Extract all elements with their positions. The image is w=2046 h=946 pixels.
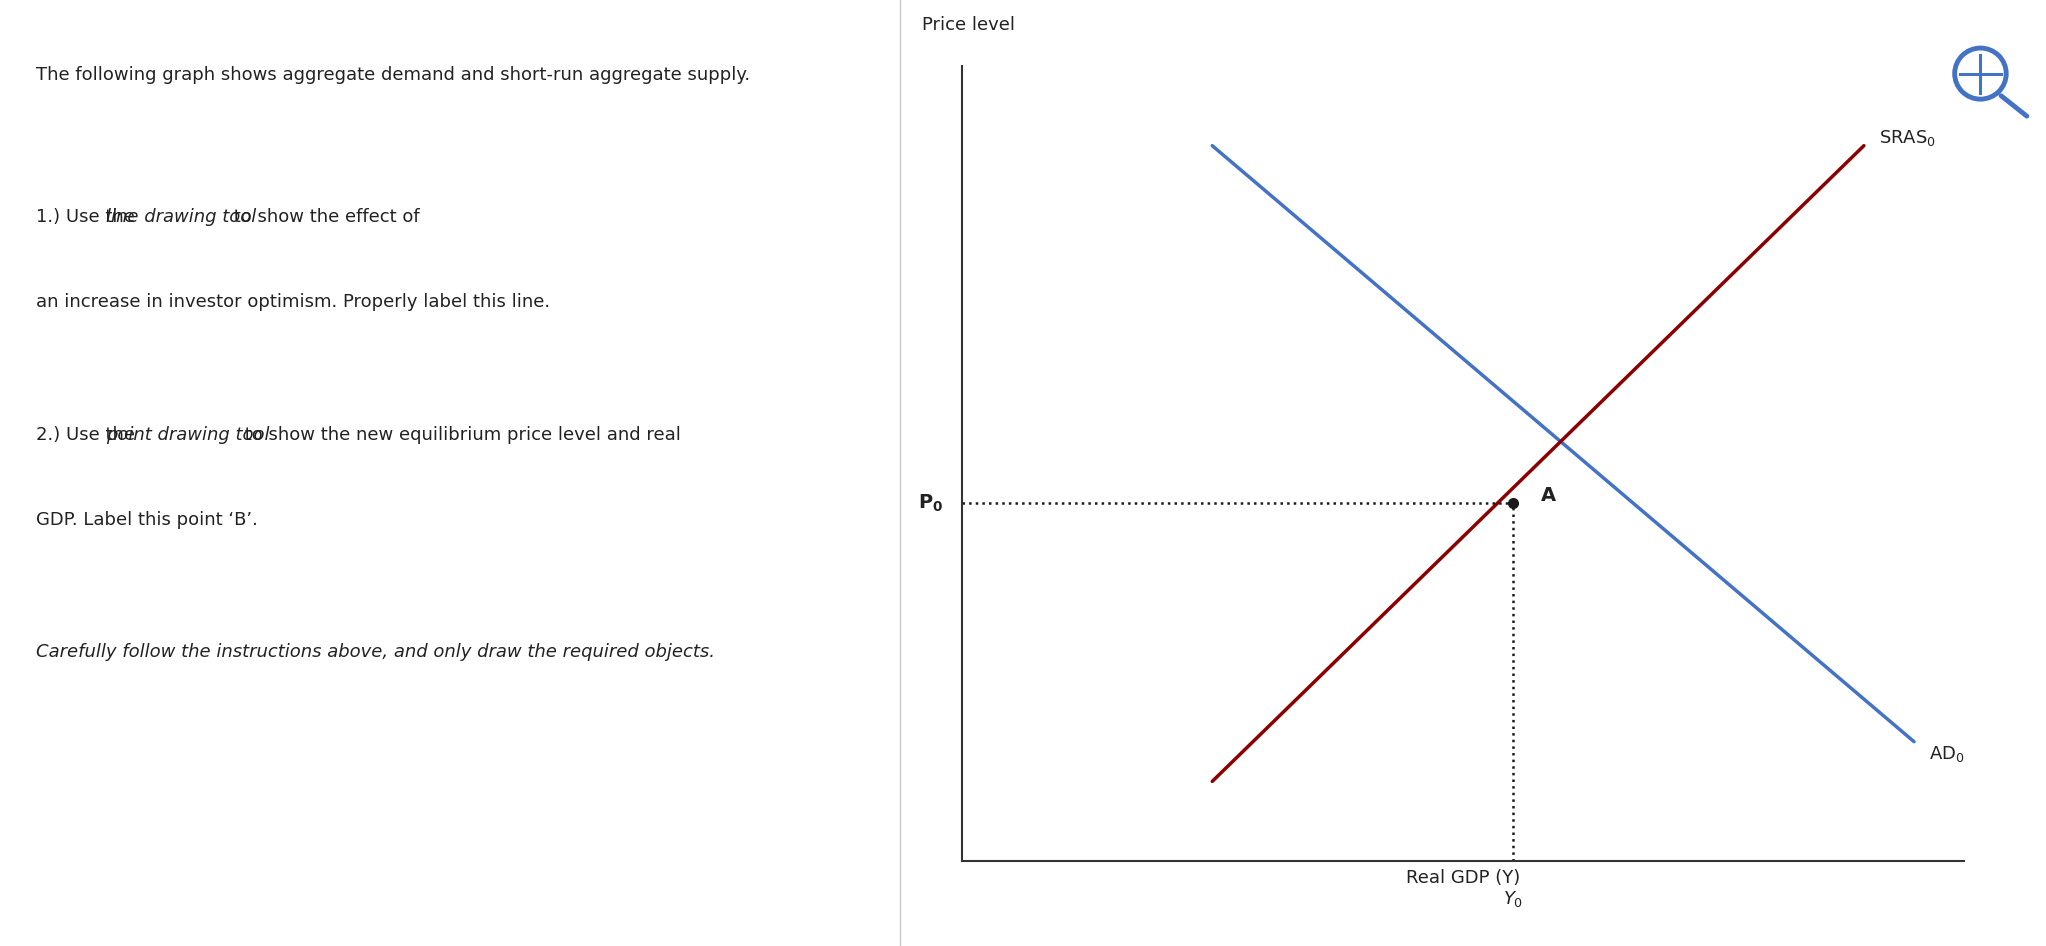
- Text: an increase in investor optimism. Properly label this line.: an increase in investor optimism. Proper…: [37, 293, 550, 311]
- Text: A: A: [1541, 486, 1557, 505]
- Text: $Y_0$: $Y_0$: [1504, 888, 1522, 909]
- Text: Carefully follow the instructions above, and only draw the required objects.: Carefully follow the instructions above,…: [37, 643, 714, 661]
- Text: line drawing tool: line drawing tool: [106, 208, 256, 226]
- Text: to show the new equilibrium price level and real: to show the new equilibrium price level …: [239, 426, 681, 444]
- Text: 2.) Use the: 2.) Use the: [37, 426, 141, 444]
- Text: to show the effect of: to show the effect of: [227, 208, 419, 226]
- Text: GDP. Label this point ‘B’.: GDP. Label this point ‘B’.: [37, 511, 258, 529]
- Text: $\mathbf{P_0}$: $\mathbf{P_0}$: [919, 493, 943, 514]
- Text: The following graph shows aggregate demand and short-run aggregate supply.: The following graph shows aggregate dema…: [37, 66, 751, 84]
- X-axis label: Real GDP (Y): Real GDP (Y): [1406, 869, 1520, 887]
- Text: Price level: Price level: [921, 16, 1015, 34]
- Text: AD$_0$: AD$_0$: [1929, 744, 1964, 763]
- Text: point drawing tool: point drawing tool: [106, 426, 270, 444]
- Text: SRAS$_0$: SRAS$_0$: [1878, 128, 1936, 148]
- Text: 1.) Use the: 1.) Use the: [37, 208, 141, 226]
